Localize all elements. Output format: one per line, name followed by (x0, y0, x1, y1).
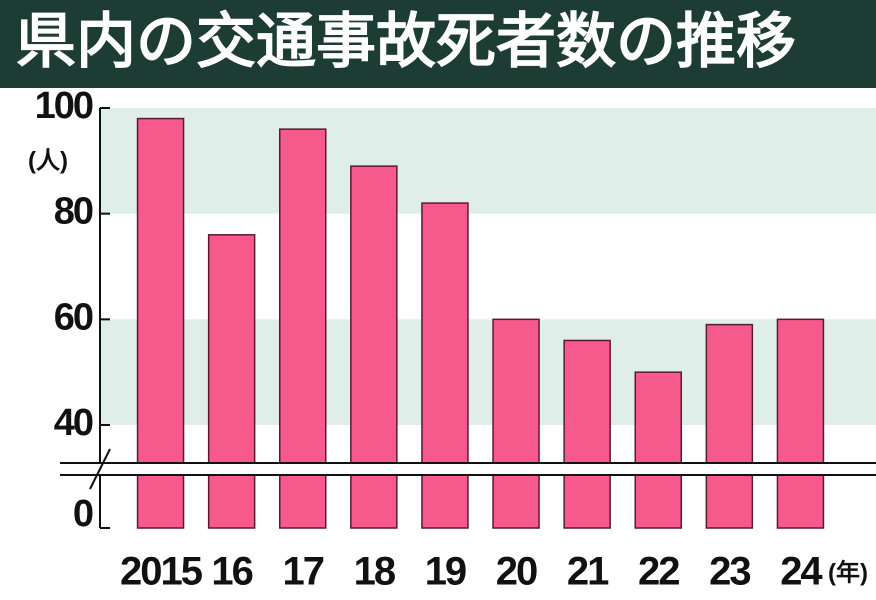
y-tick-label: 0 (73, 493, 93, 535)
x-tick-label: 17 (283, 550, 324, 594)
bar (776, 318, 825, 529)
bar (705, 323, 754, 529)
grid-band (100, 108, 876, 214)
x-tick-label: 21 (567, 550, 609, 594)
x-tick-label: 18 (354, 550, 396, 594)
y-tick-label: 40 (54, 402, 93, 444)
x-tick-label: 19 (425, 550, 466, 594)
bar (136, 117, 185, 529)
y-unit: (人) (28, 147, 68, 174)
y-tick-label: 100 (35, 85, 93, 127)
x-tick-label: 16 (211, 550, 252, 594)
bar (279, 128, 327, 529)
bar (492, 318, 540, 529)
y-tick-label: 80 (54, 191, 93, 233)
bar (634, 371, 682, 529)
x-tick-label: 24 (780, 550, 823, 594)
axis-break-zigzag (89, 448, 111, 490)
bar (421, 202, 469, 529)
y-tick-label: 60 (54, 296, 93, 338)
x-tick-label: 20 (496, 550, 537, 594)
bar (563, 339, 611, 529)
x-tick-label: 22 (638, 550, 679, 594)
x-tick-label: 2015 (120, 550, 203, 594)
x-tick-label: 23 (709, 550, 750, 594)
x-unit: (年) (828, 558, 868, 586)
chart-title: 県内の交通事故死者数の推移 (16, 8, 796, 75)
axis-break (60, 463, 876, 475)
title-bar (0, 0, 876, 88)
bar (207, 234, 256, 529)
